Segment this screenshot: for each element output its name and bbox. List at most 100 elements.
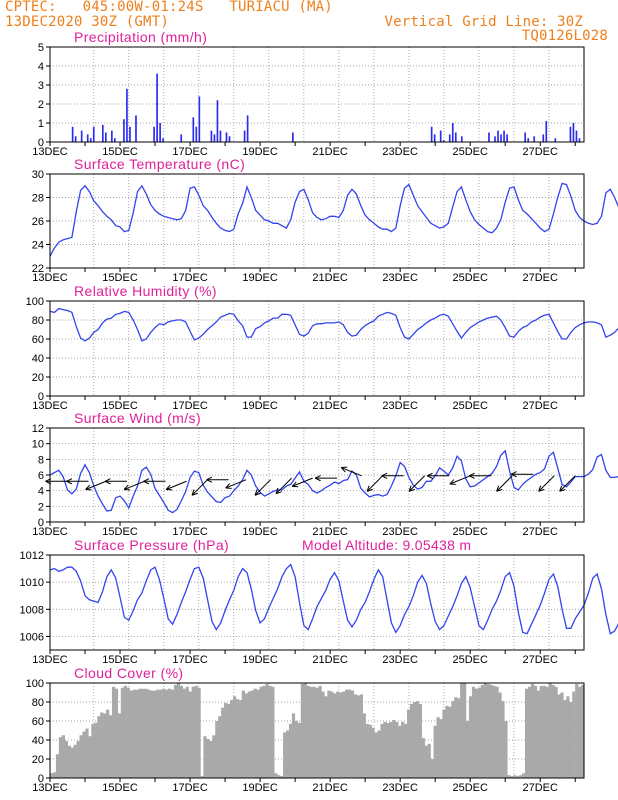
cloud-bar: [291, 713, 296, 778]
cloud-bar: [55, 754, 60, 778]
y-tick-label: 2: [38, 99, 44, 111]
wind-arrow-head: [206, 479, 213, 483]
wind-arrow: [165, 480, 187, 490]
cloud-bar: [492, 685, 496, 778]
cloud-bar: [498, 692, 502, 778]
cloud-bar: [262, 685, 266, 778]
cloud-bar: [347, 689, 352, 778]
panel-title: Precipitation (mm/h): [74, 29, 207, 45]
cloud-bar: [309, 686, 313, 778]
cloud-bar: [114, 688, 119, 778]
precip-bar: [156, 73, 158, 142]
wind-arrow-head: [496, 488, 503, 492]
cloud-bar: [519, 775, 523, 778]
cloud-bar: [294, 721, 299, 778]
cloud-bar: [557, 694, 561, 778]
y-tick-label: 0: [38, 137, 44, 149]
cloud-bar: [144, 688, 148, 778]
cloud-bar: [516, 776, 520, 778]
cloud-bar: [106, 709, 110, 778]
x-tick-label: 21DEC: [312, 146, 348, 158]
cloud-bar: [533, 685, 538, 778]
cloud-bar: [418, 703, 422, 778]
precip-bar: [578, 138, 581, 142]
x-tick-label: 23DEC: [382, 272, 418, 284]
panel-frame: [49, 46, 585, 143]
cloud-bar: [578, 686, 582, 778]
cloud-bar: [433, 725, 437, 778]
cloud-bar: [173, 684, 178, 778]
panel-frame: [49, 682, 585, 779]
cloud-bar: [563, 700, 567, 778]
wind-arrow-head: [366, 488, 373, 492]
cloud-bar: [123, 685, 127, 778]
y-tick-label: 0: [38, 773, 44, 785]
cloud-bar: [424, 745, 428, 778]
wind-arrow-head: [340, 467, 346, 473]
wind-arrow: [408, 475, 426, 492]
y-tick-label: 1008: [20, 604, 44, 616]
cloud-bar: [365, 723, 369, 778]
cloud-bar: [265, 683, 269, 778]
x-tick-label: 15DEC: [102, 272, 138, 284]
cloud-bar: [551, 684, 555, 778]
cloud-bar: [383, 721, 387, 778]
x-tick-label: 27DEC: [522, 146, 558, 158]
cloud-bar: [353, 694, 358, 778]
wind-arrow: [85, 480, 107, 490]
precip-bar: [292, 132, 294, 142]
wind-arrow: [275, 477, 292, 495]
cloud-bar: [362, 713, 366, 778]
cloud-bar: [333, 693, 337, 778]
x-tick-label: 25DEC: [452, 782, 488, 794]
cloud-bar: [371, 727, 375, 778]
wind-arrow-head: [468, 472, 475, 477]
cloud-bar: [489, 684, 493, 778]
cloud-bar: [409, 703, 414, 778]
cloud-bar: [315, 687, 319, 778]
y-tick-label: 80: [32, 315, 44, 327]
precip-bar: [225, 132, 228, 142]
x-tick-label: 21DEC: [312, 526, 348, 538]
cloud-bar: [477, 687, 481, 778]
precip-bar: [575, 130, 578, 142]
cloud-bar: [474, 688, 479, 778]
cloud-bar: [374, 732, 378, 778]
cloud-bar: [256, 689, 260, 778]
cloud-bar: [404, 723, 408, 778]
cloud-bar: [209, 740, 213, 778]
panel-title: Surface Pressure (hPa): [74, 537, 229, 553]
precip-bar: [135, 115, 137, 142]
cloud-bar: [327, 690, 331, 778]
cloud-bar: [117, 713, 122, 778]
x-tick-label: 17DEC: [172, 146, 208, 158]
x-tick-label: 17DEC: [172, 654, 208, 666]
cloud-bar: [224, 702, 228, 778]
cloud-bar: [67, 745, 71, 778]
wind-arrow: [559, 475, 576, 492]
wind-arrow: [538, 475, 555, 492]
cloud-bar: [300, 683, 304, 778]
cloud-bar: [176, 683, 181, 778]
x-tick-label: 25DEC: [452, 272, 488, 284]
precip-bar: [527, 138, 530, 142]
precip-bar: [129, 126, 131, 142]
y-tick-label: 60: [32, 334, 44, 346]
cloud-bar: [280, 776, 284, 778]
cloud-bar: [463, 683, 467, 778]
cloud-bar: [483, 683, 487, 778]
precip-bar: [219, 130, 222, 142]
cloud-bar: [524, 688, 529, 778]
precip-bar: [433, 134, 436, 142]
grid-line-note: Vertical Grid Line: 30Z: [384, 14, 583, 30]
x-tick-label: 27DEC: [522, 526, 558, 538]
precip-bar: [123, 119, 125, 142]
x-tick-label: 23DEC: [382, 146, 418, 158]
cloud-bar: [277, 775, 281, 778]
wind-arrow-head: [426, 472, 433, 477]
cloud-bar: [126, 687, 130, 778]
panel-frame: [49, 300, 585, 397]
precip-bar: [153, 126, 155, 142]
cloud-bar: [271, 686, 275, 778]
wind-arrow-head: [426, 475, 433, 479]
